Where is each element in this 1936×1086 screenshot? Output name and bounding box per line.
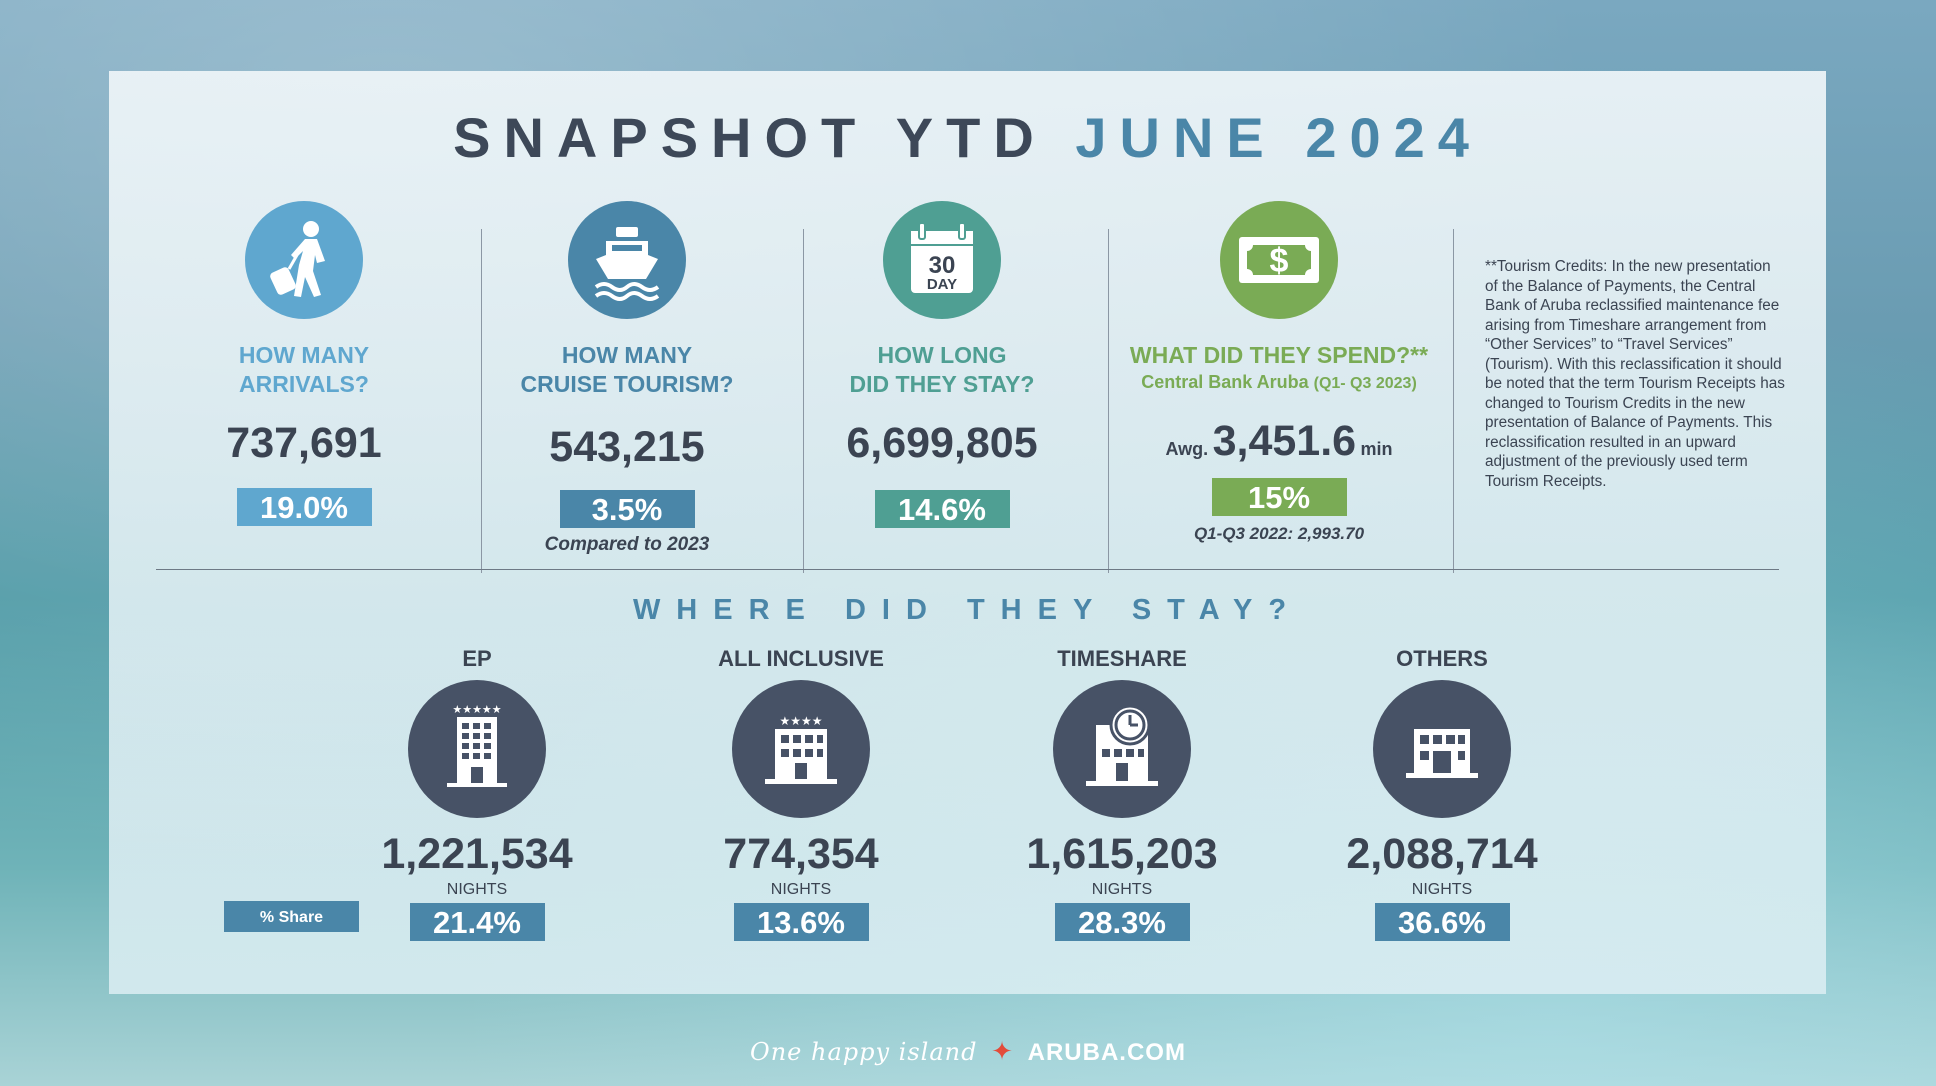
stat-spend: $ WHAT DID THEY SPEND?** Central Bank Ar… xyxy=(1114,201,1444,544)
stay-value: 774,354 xyxy=(723,830,879,878)
stay-value: 6,699,805 xyxy=(846,419,1038,467)
stay-label: EP xyxy=(462,646,492,671)
stay-label: ALL INCLUSIVE xyxy=(718,646,884,671)
brand-footer: One happy island ✦ ARUBA.COM xyxy=(0,1036,1936,1067)
divider xyxy=(1453,229,1454,573)
spend-note: Q1-Q3 2022: 2,993.70 xyxy=(1193,524,1365,543)
stat-cruise: HOW MANY CRUISE TOURISM? 543,215 3.5% Co… xyxy=(502,201,752,556)
dollar-bill-icon: $ xyxy=(1220,201,1338,319)
nights-label: NIGHTS xyxy=(1091,881,1153,898)
spend-question: WHAT DID THEY SPEND?** xyxy=(1129,342,1429,368)
stay-value: 2,088,714 xyxy=(1346,830,1538,878)
cruise-note: Compared to 2023 xyxy=(544,534,710,555)
stay-pct: 21.4% xyxy=(409,903,545,941)
arrivals-question: HOW MANY ARRIVALS? xyxy=(238,342,370,397)
share-label: % Share xyxy=(224,901,359,932)
stay-value: 1,221,534 xyxy=(381,830,573,878)
spend-pct: 15% xyxy=(1211,478,1347,516)
building-icon xyxy=(1373,680,1511,818)
spend-currency: Awg. xyxy=(1165,439,1209,459)
snapshot-panel: SNAPSHOT YTD JUNE 2024 HOW MANY ARRIVALS… xyxy=(109,71,1826,994)
arrivals-value: 737,691 xyxy=(226,419,382,467)
stay-pct: 14.6% xyxy=(874,490,1010,528)
divider xyxy=(803,229,804,573)
spend-value-row: Awg. 3,451.6 min xyxy=(1114,417,1444,466)
title-accent: JUNE 2024 xyxy=(1075,106,1482,169)
calendar-word: DAY xyxy=(927,276,957,293)
nights-label: NIGHTS xyxy=(446,881,508,898)
page-title: SNAPSHOT YTD JUNE 2024 xyxy=(109,105,1826,170)
aruba-star-icon: ✦ xyxy=(991,1036,1014,1066)
stay-pct: 36.6% xyxy=(1374,903,1510,941)
stay-label: OTHERS xyxy=(1396,646,1488,671)
hotel-four-star-icon: ★★★★ xyxy=(732,680,870,818)
divider xyxy=(1108,229,1109,573)
cruise-pct: 3.5% xyxy=(559,490,695,528)
arrivals-pct: 19.0% xyxy=(236,488,372,526)
section-divider xyxy=(156,569,1779,570)
stay-question: HOW LONG DID THEY STAY? xyxy=(849,342,1035,397)
hotel-stars: ★★★★★ xyxy=(452,703,501,716)
stay-timeshare: TIMESHARE 1,615,203 NIGHTS 28.3% xyxy=(992,646,1252,941)
spend-source: Central Bank Aruba (Q1- Q3 2023) xyxy=(1141,372,1417,392)
divider xyxy=(481,229,482,573)
spend-unit: min xyxy=(1360,439,1393,459)
spend-value: 3,451.6 xyxy=(1212,417,1357,465)
stay-others: OTHERS 2,088,714 NIGHTS 36.6% xyxy=(1312,646,1572,941)
stat-arrivals: HOW MANY ARRIVALS? 737,691 19.0% xyxy=(189,201,419,526)
calendar-number: 30 xyxy=(929,252,956,279)
title-prefix: SNAPSHOT YTD xyxy=(453,106,1047,169)
brand-site[interactable]: ARUBA.COM xyxy=(1027,1039,1186,1066)
tourism-credits-footnote: **Tourism Credits: In the new presentati… xyxy=(1485,258,1785,490)
nights-label: NIGHTS xyxy=(770,881,832,898)
timeshare-clock-building-icon xyxy=(1053,680,1191,818)
traveler-luggage-icon xyxy=(245,201,363,319)
cruise-value: 543,215 xyxy=(549,423,705,471)
stat-stay: 30 DAY HOW LONG DID THEY STAY? 6,699,805… xyxy=(817,201,1067,528)
stay-all-inclusive: ALL INCLUSIVE ★★★★ 774,354 NIGHTS 13.6% xyxy=(671,646,931,941)
nights-label: NIGHTS xyxy=(1411,881,1473,898)
calendar-icon: 30 DAY xyxy=(883,201,1001,319)
stay-pct: 28.3% xyxy=(1054,903,1190,941)
stay-ep: EP ★★★★★ 1,221,534 NIGHTS 21.4% xyxy=(347,646,607,941)
cruise-ship-icon xyxy=(568,201,686,319)
stay-value: 1,615,203 xyxy=(1026,830,1218,878)
dollar-sign: $ xyxy=(1270,242,1289,280)
cruise-question: HOW MANY CRUISE TOURISM? xyxy=(520,342,734,397)
hotel-five-star-icon: ★★★★★ xyxy=(408,680,546,818)
hotel-stars: ★★★★ xyxy=(779,714,822,728)
where-heading: WHERE DID THEY STAY? xyxy=(632,594,1303,626)
brand-slogan: One happy island xyxy=(750,1038,978,1066)
stay-pct: 13.6% xyxy=(733,903,869,941)
stay-label: TIMESHARE xyxy=(1057,646,1187,671)
